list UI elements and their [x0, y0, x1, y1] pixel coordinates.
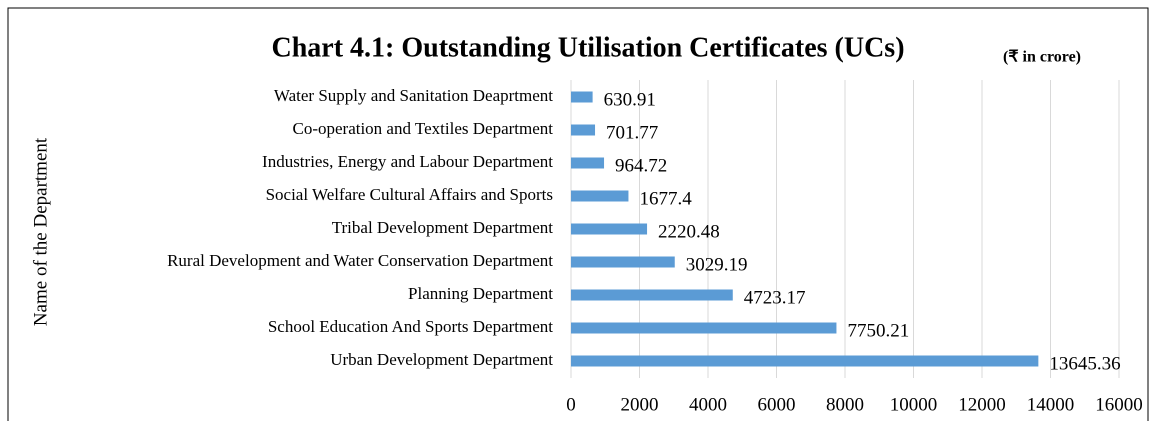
x-tick-label: 2000 — [621, 394, 659, 415]
bar — [571, 355, 1039, 367]
chart-border — [7, 7, 1149, 421]
value-label: 701.77 — [606, 122, 658, 143]
y-tick-label: Water Supply and Sanitation Deaprtment — [274, 86, 553, 105]
bar — [571, 223, 648, 235]
value-label: 964.72 — [615, 155, 667, 176]
x-tick-label: 12000 — [958, 394, 1006, 415]
value-label: 7750.21 — [847, 320, 909, 341]
y-tick-label: Rural Development and Water Conservation… — [167, 251, 553, 270]
value-label: 3029.19 — [686, 254, 748, 275]
y-tick-label: Urban Development Department — [330, 350, 553, 369]
x-tick-label: 10000 — [890, 394, 938, 415]
bar — [571, 91, 593, 103]
bar — [571, 124, 596, 136]
y-tick-label: Tribal Development Department — [332, 218, 554, 237]
value-label: 630.91 — [604, 89, 656, 110]
y-tick-label: Industries, Energy and Labour Department — [262, 152, 553, 171]
value-label: 13645.36 — [1049, 353, 1120, 374]
bar — [571, 289, 733, 301]
y-tick-label: Social Welfare Cultural Affairs and Spor… — [266, 185, 553, 204]
bar — [571, 157, 605, 169]
y-tick-label: Co-operation and Textiles Department — [292, 119, 553, 138]
x-tick-label: 8000 — [826, 394, 864, 415]
x-tick-label: 6000 — [758, 394, 796, 415]
value-label: 1677.4 — [639, 188, 692, 209]
value-label: 2220.48 — [658, 221, 720, 242]
x-tick-label: 0 — [566, 394, 576, 415]
y-axis-label: Name of the Department — [30, 137, 51, 326]
x-tick-label: 16000 — [1095, 394, 1143, 415]
bar — [571, 190, 629, 202]
x-tick-label: 14000 — [1027, 394, 1075, 415]
chart-subtitle: (₹ in crore) — [1003, 49, 1081, 66]
y-tick-label: School Education And Sports Department — [268, 317, 553, 336]
value-label: 4723.17 — [744, 287, 806, 308]
chart-title: Chart 4.1: Outstanding Utilisation Certi… — [271, 32, 904, 63]
bar — [571, 256, 675, 268]
x-tick-label: 4000 — [689, 394, 727, 415]
y-tick-label: Planning Department — [408, 284, 553, 303]
bar — [571, 322, 837, 334]
